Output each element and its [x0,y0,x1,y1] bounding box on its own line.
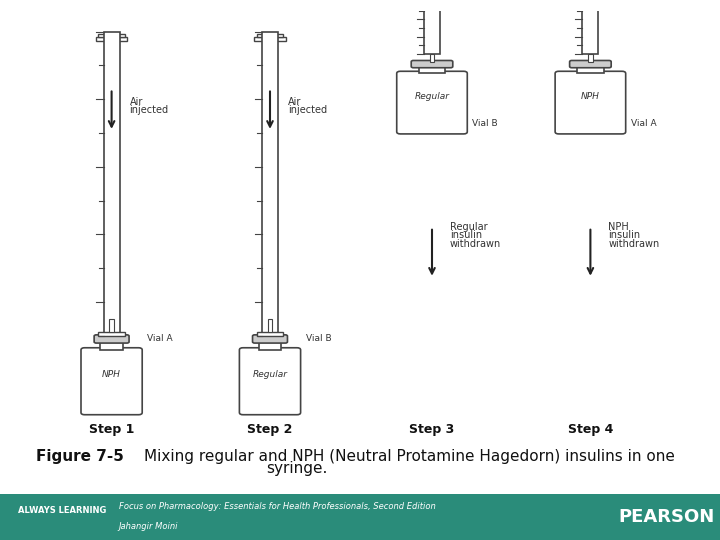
Bar [588,54,593,62]
FancyBboxPatch shape [555,71,626,134]
Bar [109,33,114,147]
FancyBboxPatch shape [570,60,611,68]
Bar [100,342,123,350]
Text: Regular: Regular [253,370,287,380]
Text: PEARSON: PEARSON [618,508,714,526]
Bar [268,319,272,332]
FancyBboxPatch shape [253,335,287,343]
Bar [402,107,462,132]
Text: Air: Air [130,97,143,106]
Text: ALWAYS LEARNING: ALWAYS LEARNING [18,505,107,515]
Bar [430,54,434,62]
Bar [98,33,125,37]
Bar [424,0,440,54]
FancyBboxPatch shape [397,71,467,134]
Bar [104,31,120,336]
Bar [262,31,278,336]
Text: Mixing regular and NPH (Neutral Protamine Hagedorn) insulins in one: Mixing regular and NPH (Neutral Protamin… [144,449,675,464]
Bar [256,332,284,336]
Text: injected: injected [130,105,168,115]
Bar [582,0,598,54]
Text: Regular: Regular [415,92,449,102]
Bar [258,342,282,350]
FancyBboxPatch shape [239,348,301,415]
Text: Step 2: Step 2 [247,423,293,436]
Bar [98,332,125,336]
Text: Step 4: Step 4 [567,423,613,436]
Text: insulin: insulin [450,231,482,240]
Text: Jahangir Moini: Jahangir Moini [119,522,179,531]
Text: withdrawn: withdrawn [450,239,501,249]
Text: Vial A: Vial A [148,334,173,343]
Text: Step 1: Step 1 [89,423,135,436]
Bar [426,37,438,54]
Text: syringe.: syringe. [266,461,328,476]
Bar [109,319,114,332]
Text: Focus on Pharmacology: Essentials for Health Professionals, Second Edition: Focus on Pharmacology: Essentials for He… [119,502,436,511]
Text: insulin: insulin [608,231,641,240]
Bar [96,37,127,41]
Text: injected: injected [288,105,327,115]
Bar [245,394,295,411]
Text: withdrawn: withdrawn [608,239,660,249]
Text: Step 3: Step 3 [410,423,454,436]
Text: Vial B: Vial B [305,334,331,343]
Bar [561,107,620,132]
Text: Regular: Regular [450,222,487,232]
Bar [256,33,284,37]
Text: Vial A: Vial A [631,118,657,127]
FancyBboxPatch shape [81,348,142,415]
Text: NPH: NPH [581,92,600,102]
Bar [584,19,597,54]
FancyBboxPatch shape [94,335,129,343]
Bar [419,66,445,73]
FancyBboxPatch shape [411,60,453,68]
Text: Air: Air [288,97,302,106]
Bar [268,33,272,147]
Text: NPH: NPH [102,370,121,380]
Bar [577,66,603,73]
Text: Figure 7-5: Figure 7-5 [36,449,124,464]
Text: NPH: NPH [608,222,629,232]
Bar [86,394,137,411]
Bar [254,37,286,41]
Text: Vial B: Vial B [472,118,498,127]
